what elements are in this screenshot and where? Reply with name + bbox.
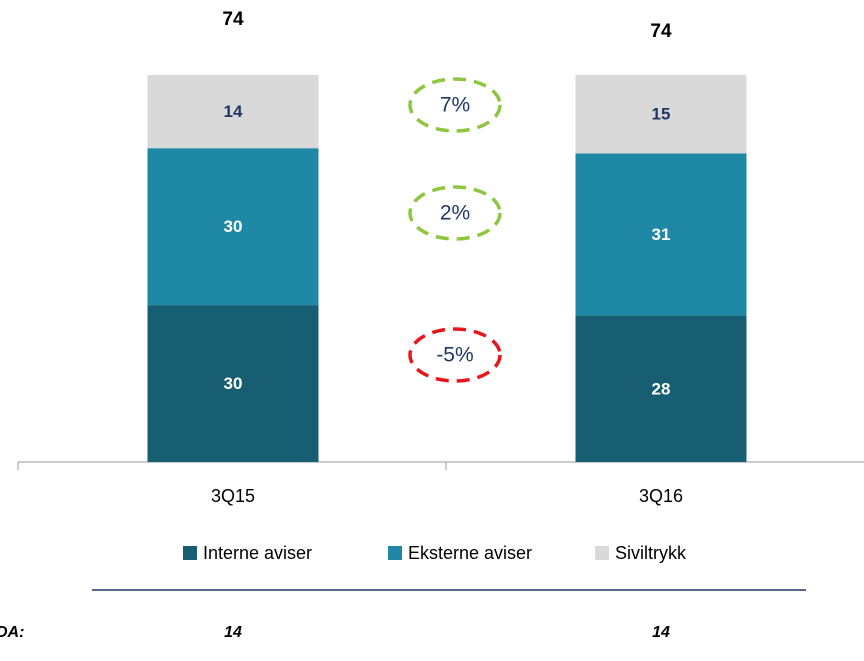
- footer-value: 14: [224, 624, 242, 641]
- annotation: -5%: [436, 344, 473, 367]
- annotation: 7%: [440, 94, 470, 117]
- legend-label: Eksterne aviser: [408, 543, 532, 563]
- total-label: 74: [650, 21, 672, 42]
- bar-segment: [147, 148, 319, 306]
- segment-label: 14: [224, 102, 243, 121]
- legend-label: Interne aviser: [203, 543, 312, 563]
- legend-swatch: [183, 546, 197, 560]
- bar-segment: [575, 315, 747, 462]
- segment-label: 30: [224, 217, 243, 236]
- footer-value: 14: [652, 624, 670, 641]
- segment-label: 15: [652, 105, 671, 124]
- segment-label: 31: [652, 225, 671, 244]
- segment-label: 28: [652, 379, 671, 398]
- bar-segment: [575, 153, 747, 316]
- legend-swatch: [595, 546, 609, 560]
- legend-swatch: [388, 546, 402, 560]
- bar-segment: [147, 305, 319, 462]
- total-label: 74: [222, 9, 244, 30]
- annotation-ring: [408, 327, 502, 383]
- footer-label: DA:: [0, 624, 24, 641]
- legend-label: Siviltrykk: [615, 543, 687, 563]
- bar-segment: [575, 75, 747, 154]
- annotation-ring: [408, 185, 502, 241]
- annotation: 2%: [440, 202, 470, 225]
- segment-label: 30: [224, 374, 243, 393]
- bar-segment: [147, 75, 319, 149]
- x-tick-label: 3Q16: [639, 486, 683, 506]
- annotation-ring: [408, 77, 502, 133]
- x-tick-label: 3Q15: [211, 486, 255, 506]
